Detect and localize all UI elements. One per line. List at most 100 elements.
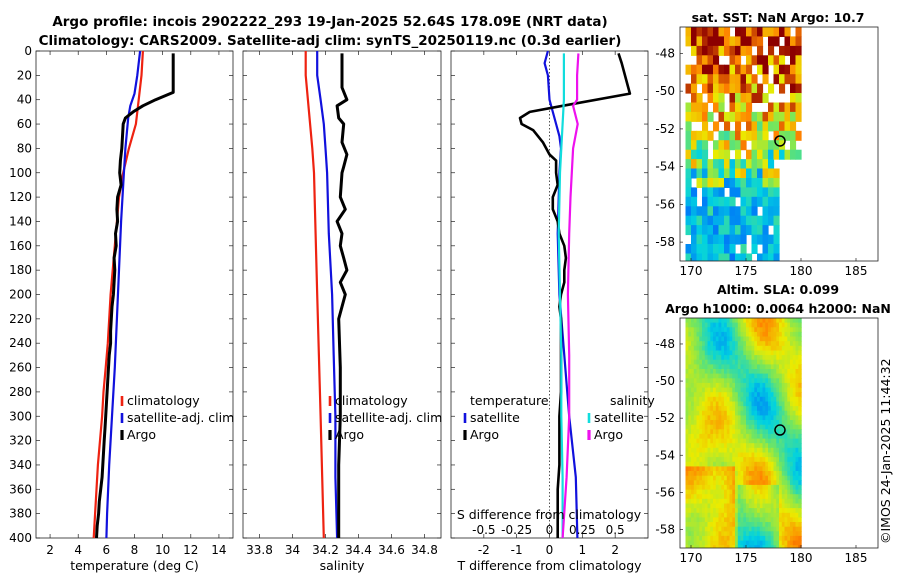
map-cell (718, 471, 722, 477)
map-cell (787, 406, 791, 412)
map-cell (696, 438, 700, 444)
map-cell (724, 392, 728, 398)
map-cell (765, 350, 769, 356)
map-cell (787, 415, 791, 421)
map-cell (773, 457, 777, 463)
map-cell (710, 373, 714, 379)
map-cell (707, 503, 711, 509)
map-cell (754, 508, 758, 514)
map-cell (718, 253, 725, 261)
map-cell (729, 512, 733, 518)
map-cell (754, 350, 758, 356)
map-cell (735, 410, 739, 416)
map-cell (792, 517, 797, 523)
map-cell (765, 424, 769, 430)
map-cell (790, 93, 797, 103)
map-cell (735, 535, 739, 542)
map-cell (726, 452, 731, 458)
map-cell (710, 443, 714, 449)
map-cell (757, 489, 761, 495)
map-cell (740, 111, 747, 122)
map-cell (773, 378, 777, 384)
map-cell (737, 420, 742, 426)
map-cell (735, 484, 739, 491)
map-cell (792, 350, 797, 356)
map-cell (685, 206, 692, 217)
map-cell (737, 396, 742, 402)
map-cell (784, 461, 788, 467)
map-cell (757, 168, 764, 179)
map-cell (751, 415, 755, 421)
map-cell (724, 498, 728, 504)
map-cell (765, 545, 769, 548)
map-cell (776, 522, 780, 528)
y-tick-label: 20 (17, 68, 32, 82)
map-cell (735, 498, 739, 504)
map-cell (713, 373, 717, 379)
map-cell (710, 503, 714, 509)
map-cell (746, 494, 750, 500)
map-cell (691, 512, 695, 518)
map-cell (751, 466, 755, 472)
map-cell (735, 471, 739, 477)
map-cell (699, 401, 703, 407)
map-cell (737, 331, 742, 338)
map-cell (688, 331, 692, 338)
map-cell (688, 461, 692, 467)
map-cell (737, 457, 742, 463)
map-cell (759, 494, 764, 500)
map-cell (691, 318, 695, 324)
map-cell (795, 466, 799, 472)
map-cell (718, 480, 722, 486)
map-cell (748, 415, 753, 421)
map-cell (746, 215, 753, 226)
map-cell (685, 387, 689, 393)
map-cell (770, 373, 775, 379)
map-cell (784, 331, 788, 338)
map-cell (688, 512, 692, 518)
map-cell (704, 457, 709, 463)
map-cell (776, 447, 780, 453)
map-cell (685, 322, 689, 328)
map-cell (770, 535, 775, 542)
map-cell (746, 83, 753, 94)
map-cell (707, 457, 711, 463)
map-cell (754, 327, 758, 333)
map-cell (759, 535, 764, 542)
map-cell (715, 401, 720, 407)
map-cell (696, 140, 703, 151)
map-cell (779, 341, 783, 347)
map-cell (768, 461, 772, 467)
map-cell (784, 27, 791, 37)
map-cell (718, 359, 722, 365)
map-cell (702, 382, 706, 389)
map-cell (759, 503, 764, 509)
map-cell (732, 512, 736, 518)
map-cell (696, 45, 703, 56)
map-cell (737, 452, 742, 458)
map-cell (737, 471, 742, 477)
map-cell (691, 206, 698, 217)
y-tick-label: 260 (9, 361, 32, 375)
map-cell (699, 475, 703, 481)
map-cell (735, 331, 739, 338)
map-cell (726, 517, 731, 523)
map-cell (702, 508, 706, 514)
map-cell (781, 512, 786, 518)
map-cell (787, 526, 791, 532)
map-cell (740, 196, 747, 207)
map-cell (735, 83, 742, 94)
map-cell (773, 512, 777, 518)
map-cell (696, 130, 703, 141)
map-cell (762, 498, 766, 504)
map-cell (784, 406, 788, 412)
map-cell (685, 382, 689, 389)
map-cell (713, 438, 717, 444)
map-cell (685, 168, 692, 179)
map-cell (740, 378, 744, 384)
map-cell (748, 508, 753, 514)
map-cell (691, 196, 698, 207)
y-tick-label: -48 (655, 46, 675, 60)
map-cell (757, 526, 761, 532)
